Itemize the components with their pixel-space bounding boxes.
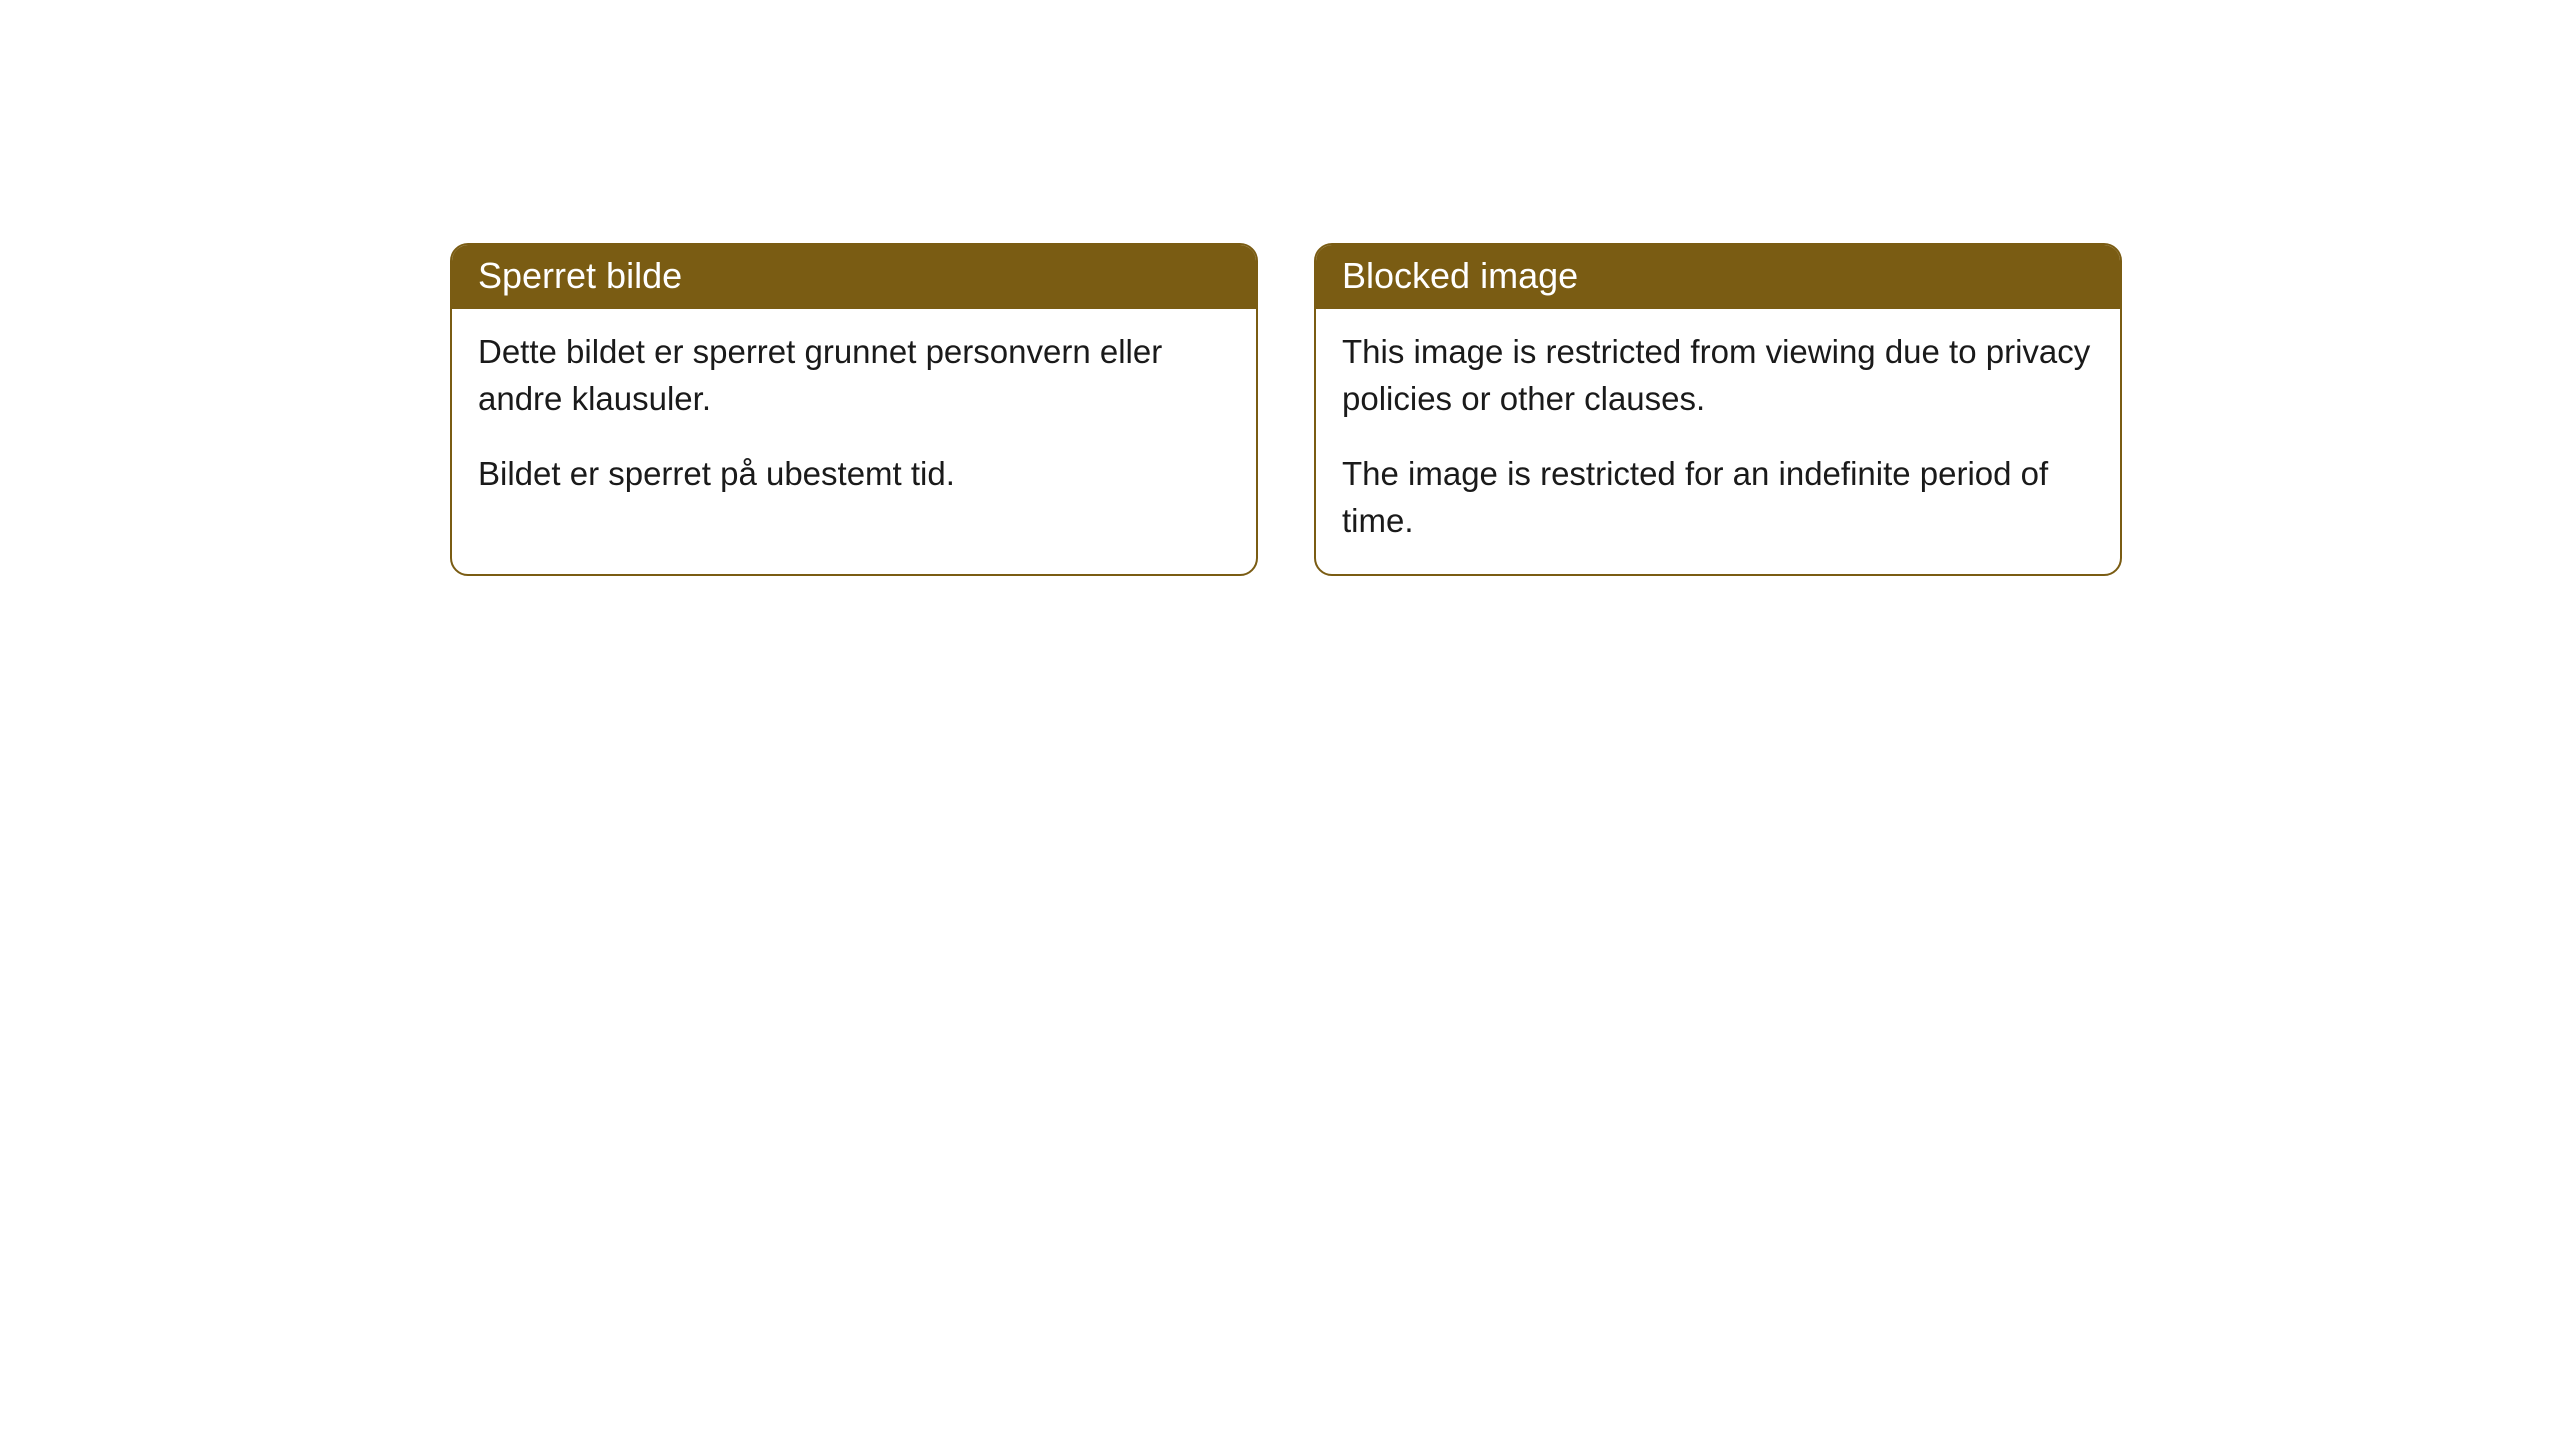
- notice-card-english: Blocked image This image is restricted f…: [1314, 243, 2122, 576]
- notice-paragraph: Dette bildet er sperret grunnet personve…: [478, 329, 1230, 423]
- notice-body: Dette bildet er sperret grunnet personve…: [452, 309, 1256, 528]
- notice-header: Sperret bilde: [452, 245, 1256, 309]
- notice-body: This image is restricted from viewing du…: [1316, 309, 2120, 574]
- notice-container: Sperret bilde Dette bildet er sperret gr…: [0, 0, 2560, 576]
- notice-paragraph: The image is restricted for an indefinit…: [1342, 451, 2094, 545]
- notice-paragraph: Bildet er sperret på ubestemt tid.: [478, 451, 1230, 498]
- notice-paragraph: This image is restricted from viewing du…: [1342, 329, 2094, 423]
- notice-card-norwegian: Sperret bilde Dette bildet er sperret gr…: [450, 243, 1258, 576]
- notice-header: Blocked image: [1316, 245, 2120, 309]
